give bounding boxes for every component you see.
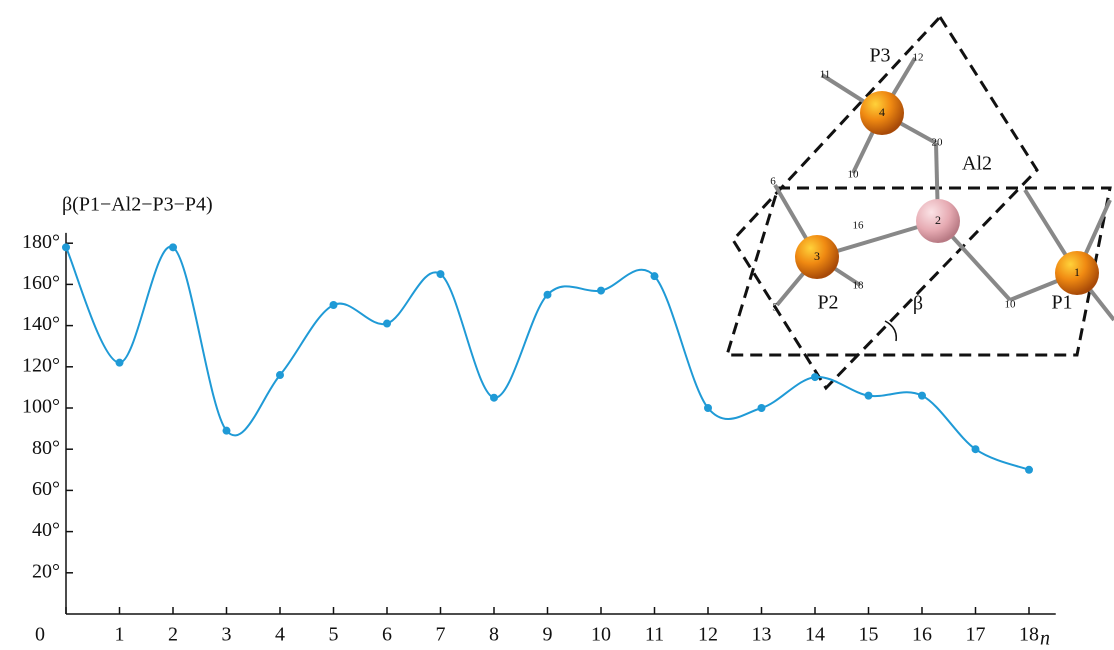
x-tick-label: 18	[1019, 624, 1039, 646]
x-tick-label: 1	[115, 624, 125, 646]
x-tick-label: 14	[805, 624, 825, 646]
x-tick-label: 3	[222, 624, 232, 646]
data-point	[169, 243, 177, 251]
data-point	[597, 287, 605, 295]
bond-number: 6	[770, 176, 776, 188]
x-tick-label: 0	[35, 624, 45, 646]
bond-number: 16	[853, 220, 865, 232]
bond-number: 20	[932, 137, 944, 149]
atom-number: 1	[1074, 265, 1080, 279]
data-point	[330, 301, 338, 309]
y-tick-label: 100°	[22, 396, 60, 418]
y-tick-label: 40°	[32, 519, 60, 541]
bond-number: 11	[820, 69, 831, 81]
bond-number: 10	[848, 169, 860, 181]
atom-label: Al2	[962, 153, 992, 175]
x-tick-label: 2	[168, 624, 178, 646]
atom-label: β	[913, 293, 923, 315]
data-point	[490, 394, 498, 402]
data-point	[116, 359, 124, 367]
chart: P3Al2P2P1β12341211201061618510 20°40°60°…	[0, 0, 1114, 650]
y-tick-label: 140°	[22, 313, 60, 335]
x-axis-label: n	[1040, 628, 1050, 650]
atom-label: P1	[1051, 292, 1072, 314]
data-point	[758, 404, 766, 412]
atom-number: 2	[935, 213, 941, 227]
x-tick-label: 11	[645, 624, 664, 646]
x-tick-label: 9	[543, 624, 553, 646]
y-tick-label: 20°	[32, 560, 60, 582]
data-point	[811, 373, 819, 381]
data-point	[62, 243, 70, 251]
data-point	[1025, 466, 1033, 474]
atom-label: P2	[817, 292, 838, 314]
y-axis-label: β(P1−Al2−P3−P4)	[62, 194, 213, 216]
x-tick-label: 17	[966, 624, 986, 646]
x-tick-label: 15	[859, 624, 879, 646]
data-point	[383, 320, 391, 328]
y-tick-label: 120°	[22, 354, 60, 376]
atom-number: 4	[879, 105, 885, 119]
data-point	[276, 371, 284, 379]
x-tick-label: 5	[329, 624, 339, 646]
y-tick-label: 180°	[22, 231, 60, 253]
bond-number: 5	[772, 302, 778, 314]
data-point	[865, 392, 873, 400]
data-point	[437, 270, 445, 278]
data-point	[223, 427, 231, 435]
data-point	[651, 272, 659, 280]
plane	[733, 17, 1037, 388]
y-tick-label: 160°	[22, 272, 60, 294]
x-tick-label: 7	[436, 624, 446, 646]
x-tick-label: 12	[698, 624, 718, 646]
atom-number: 3	[814, 249, 820, 263]
y-tick-label: 80°	[32, 437, 60, 459]
x-tick-label: 6	[382, 624, 392, 646]
x-tick-label: 8	[489, 624, 499, 646]
angle-arc	[885, 321, 896, 341]
x-tick-label: 10	[591, 624, 611, 646]
data-point	[704, 404, 712, 412]
atom-label: P3	[869, 45, 890, 67]
data-line	[66, 247, 1029, 470]
bond-number: 12	[913, 52, 924, 64]
bond-number: 10	[1005, 299, 1017, 311]
y-tick-label: 60°	[32, 478, 60, 500]
data-point	[918, 392, 926, 400]
data-point	[972, 445, 980, 453]
x-tick-label: 16	[912, 624, 932, 646]
bond-number: 18	[853, 280, 865, 292]
x-tick-label: 4	[275, 624, 285, 646]
data-point	[544, 291, 552, 299]
x-tick-label: 13	[752, 624, 772, 646]
